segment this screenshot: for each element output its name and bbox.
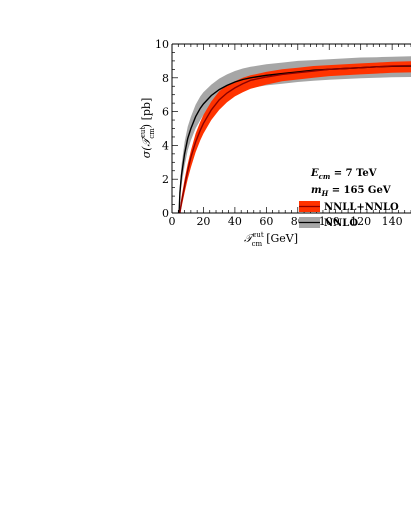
y-axis-label-unit: ) [pb] bbox=[140, 98, 153, 128]
y-tick-label: 10 bbox=[155, 38, 169, 51]
annotation-ecm-sub: cm bbox=[319, 172, 331, 181]
legend-label-nnlo: NNLO bbox=[324, 218, 358, 229]
annotation-mh-rest: = 165 GeV bbox=[328, 185, 391, 196]
y-tick-label: 4 bbox=[162, 139, 169, 152]
annotation-ecm-rest: = 7 TeV bbox=[330, 168, 376, 179]
x-axis-label-sub: cm bbox=[252, 240, 263, 248]
legend: NNLL+NNLO NNLO bbox=[299, 201, 399, 229]
y-tick-label: 0 bbox=[162, 207, 169, 220]
legend-label-nnll-nnlo: NNLL+NNLO bbox=[324, 202, 399, 213]
axis-ticks bbox=[171, 43, 411, 214]
y-axis-label-main: σ(𝒯 bbox=[140, 134, 153, 158]
annotation-ecm-symbol: E bbox=[310, 168, 319, 179]
annotation-mh-sub: H bbox=[321, 189, 329, 198]
line-nnll-nnlo bbox=[179, 64, 411, 213]
x-axis-label-sup: cut bbox=[252, 231, 263, 239]
x-tick-label: 20 bbox=[196, 215, 210, 228]
x-tick-label: 100 bbox=[319, 215, 340, 228]
central-curves bbox=[178, 64, 411, 213]
x-axis-label-unit: [GeV] bbox=[266, 232, 298, 245]
annotation-mh-symbol: m bbox=[311, 185, 322, 196]
x-tick-label: 40 bbox=[228, 215, 242, 228]
y-tick-label: 8 bbox=[162, 72, 169, 85]
uncertainty-bands bbox=[179, 56, 411, 213]
x-tick-label: 140 bbox=[382, 215, 403, 228]
x-tick-label: 0 bbox=[169, 215, 176, 228]
annotation-mh: mH = 165 GeV bbox=[311, 185, 391, 198]
y-tick-label: 2 bbox=[162, 173, 169, 186]
y-axis-label: σ(𝒯cutcm) [pb] bbox=[139, 98, 156, 159]
x-tick-label: 120 bbox=[350, 215, 371, 228]
y-axis-label-sub: cm bbox=[148, 128, 156, 139]
x-axis-label: 𝒯cut cm [GeV] bbox=[244, 231, 298, 248]
annotation-ecm: Ecm = 7 TeV bbox=[310, 168, 377, 181]
x-tick-label: 60 bbox=[259, 215, 273, 228]
y-axis-label-sup: cut bbox=[139, 127, 147, 138]
y-tick-label: 6 bbox=[162, 106, 169, 119]
